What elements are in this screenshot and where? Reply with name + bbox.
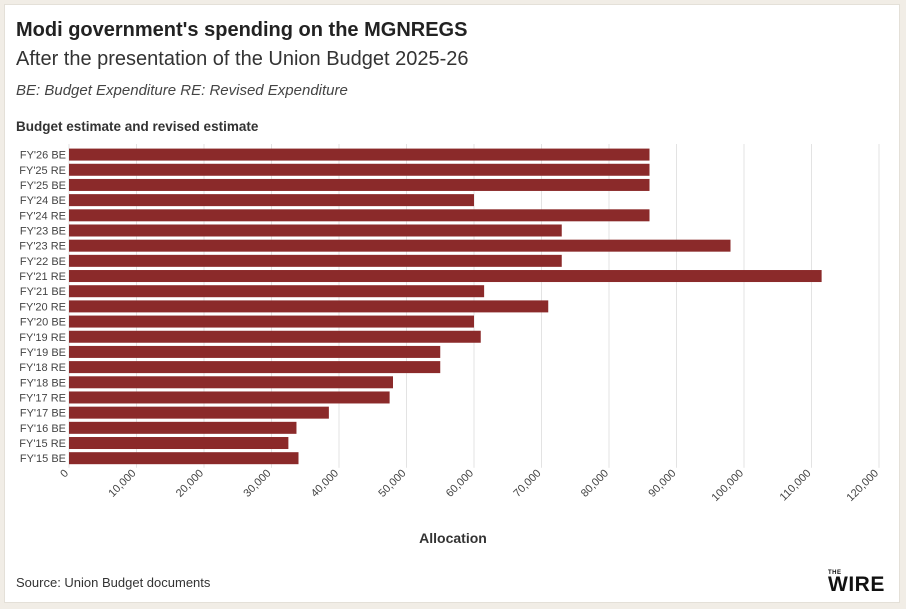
- bar: [69, 209, 650, 222]
- bar: [69, 239, 731, 252]
- bar: [69, 224, 562, 237]
- section-label: Budget estimate and revised estimate: [16, 119, 259, 134]
- bar: [69, 391, 390, 404]
- bar: [69, 437, 289, 450]
- y-tick-label: FY'22 BE: [20, 256, 66, 268]
- x-tick-label: 0: [58, 467, 71, 480]
- bar: [69, 315, 474, 328]
- bar: [69, 178, 650, 191]
- x-tick-label: 90,000: [646, 467, 678, 499]
- y-tick-label: FY'21 BE: [20, 286, 66, 298]
- chart-card: Modi government's spending on the MGNREG…: [4, 4, 900, 603]
- bar: [69, 194, 474, 207]
- y-tick-label: FY'15 RE: [19, 438, 66, 450]
- bar: [69, 300, 549, 313]
- chart-subtitle: After the presentation of the Union Budg…: [16, 48, 469, 70]
- y-tick-label: FY'25 BE: [20, 180, 66, 192]
- logo-small-text: THE: [828, 570, 842, 576]
- bar: [69, 330, 481, 343]
- y-tick-label: FY'17 RE: [19, 392, 66, 404]
- x-tick-label: 100,000: [710, 467, 747, 504]
- bar: [69, 285, 485, 298]
- x-tick-label: 50,000: [376, 467, 408, 499]
- x-axis-label: Allocation: [419, 530, 487, 546]
- chart-note: BE: Budget Expenditure RE: Revised Expen…: [16, 82, 348, 99]
- bar: [69, 361, 441, 374]
- source-note: Source: Union Budget documents: [16, 575, 211, 590]
- x-tick-label: 70,000: [511, 467, 543, 499]
- x-tick-label: 60,000: [444, 467, 476, 499]
- y-tick-label: FY'19 RE: [19, 332, 66, 344]
- chart-title: Modi government's spending on the MGNREG…: [16, 19, 468, 41]
- bar: [69, 163, 650, 176]
- bar-chart: FY'26 BE FY'25 RE FY'25 BE FY'24 BE FY'24 RE…: [19, 144, 882, 504]
- bar: [69, 254, 562, 267]
- y-tick-label: FY'21 RE: [19, 271, 66, 283]
- x-tick-label: 30,000: [241, 467, 273, 499]
- y-tick-label: FY'23 RE: [19, 241, 66, 253]
- bar: [69, 270, 822, 283]
- y-tick-label: FY'18 RE: [19, 362, 66, 374]
- logo-text: WIRE: [828, 573, 885, 596]
- x-tick-label: 40,000: [309, 467, 341, 499]
- y-tick-label: FY'20 RE: [19, 301, 66, 313]
- bar: [69, 406, 329, 419]
- x-tick-label: 10,000: [106, 467, 138, 499]
- y-tick-label: FY'25 RE: [19, 165, 66, 177]
- y-tick-label: FY'16 BE: [20, 423, 66, 435]
- y-tick-label: FY'23 BE: [20, 225, 66, 237]
- bar: [69, 148, 650, 161]
- y-tick-label: FY'19 BE: [20, 347, 66, 359]
- y-tick-label: FY'26 BE: [20, 150, 66, 162]
- y-tick-label: FY'17 BE: [20, 408, 66, 420]
- x-tick-label: 20,000: [174, 467, 206, 499]
- x-tick-label: 80,000: [579, 467, 611, 499]
- x-tick-label: 110,000: [778, 467, 814, 503]
- the-wire-logo: THE WIRE: [827, 570, 891, 596]
- y-tick-label: FY'24 BE: [20, 195, 66, 207]
- bar: [69, 345, 441, 358]
- y-tick-label: FY'20 BE: [20, 317, 66, 329]
- x-tick-label: 120,000: [845, 467, 882, 504]
- y-tick-label: FY'24 RE: [19, 210, 66, 222]
- bar: [69, 376, 393, 389]
- y-tick-label: FY'18 BE: [20, 377, 66, 389]
- bar: [69, 421, 297, 434]
- bar: [69, 452, 299, 465]
- y-tick-label: FY'15 BE: [20, 453, 66, 465]
